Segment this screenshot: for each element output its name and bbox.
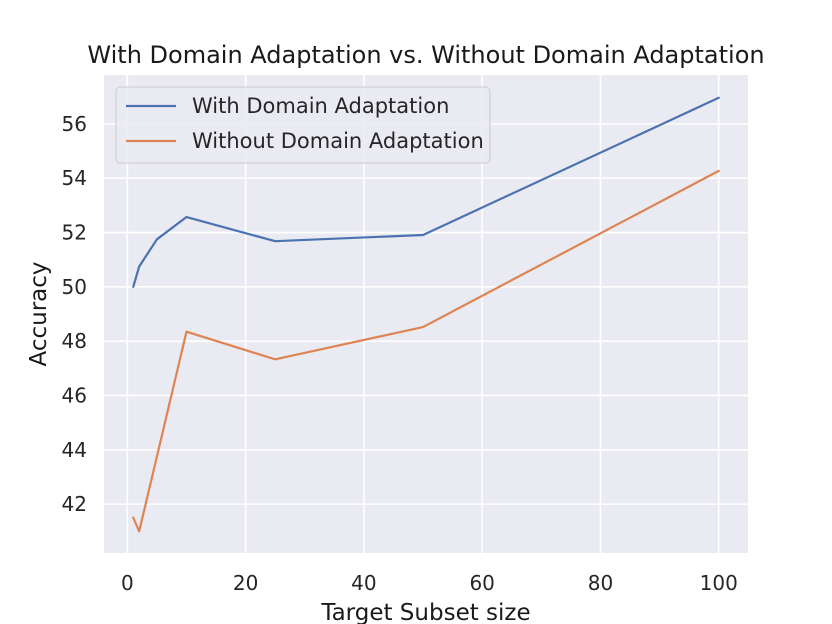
legend-label-with-da: With Domain Adaptation (192, 94, 449, 118)
y-tick-label: 44 (62, 438, 87, 462)
legend-box (115, 86, 491, 164)
series-layer (132, 96, 720, 533)
y-tick-label: 48 (62, 329, 87, 353)
y-tick-labels: 42 44 46 48 50 52 54 56 (62, 112, 87, 516)
x-tick-label: 40 (351, 571, 376, 595)
legend-label-without-da: Without Domain Adaptation (192, 129, 484, 153)
series-line-0 (132, 96, 720, 288)
x-tick-label: 80 (588, 571, 613, 595)
y-tick-label: 46 (62, 383, 87, 407)
y-tick-label: 50 (62, 275, 87, 299)
y-tick-label: 52 (62, 221, 87, 245)
series-line-1 (132, 169, 720, 533)
x-tick-label: 20 (233, 571, 258, 595)
x-axis-label: Target Subset size (320, 600, 530, 624)
y-tick-label: 42 (62, 492, 87, 516)
x-tick-label: 0 (121, 571, 134, 595)
y-tick-label: 56 (62, 112, 87, 136)
y-tick-label: 54 (62, 166, 87, 190)
y-axis-label: Accuracy (26, 261, 52, 366)
x-tick-labels: 0 20 40 60 80 100 (121, 571, 738, 595)
chart-title: With Domain Adaptation vs. Without Domai… (87, 41, 764, 69)
x-tick-label: 60 (469, 571, 494, 595)
x-tick-label: 100 (700, 571, 738, 595)
legend: With Domain Adaptation Without Domain Ad… (115, 86, 491, 164)
